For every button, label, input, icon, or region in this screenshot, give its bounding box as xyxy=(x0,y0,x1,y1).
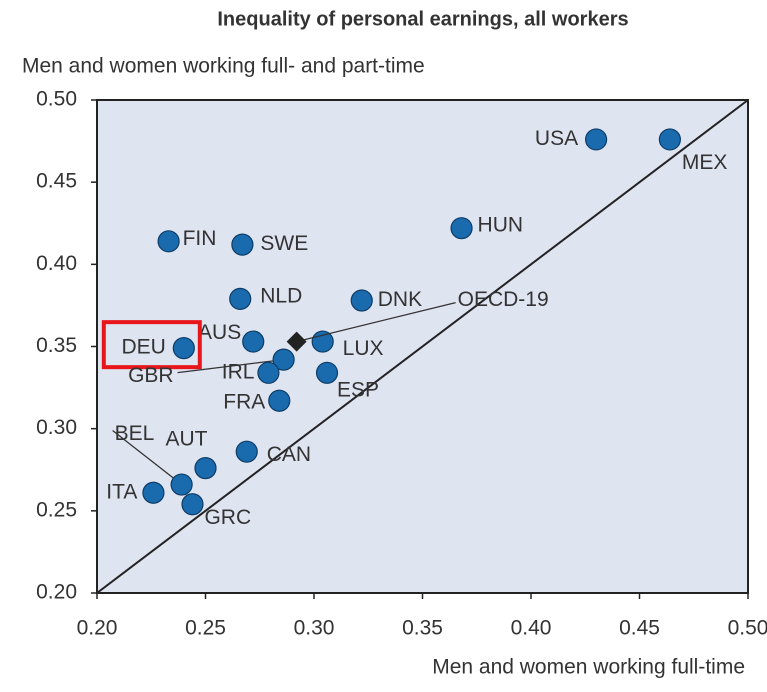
y-tick-label: 0.45 xyxy=(36,170,77,193)
marker xyxy=(658,128,681,151)
y-tick-label: 0.30 xyxy=(36,416,77,439)
point-label: HUN xyxy=(478,214,524,237)
y-tick-label: 0.20 xyxy=(36,581,77,604)
marker xyxy=(194,457,217,480)
point-label: SWE xyxy=(260,232,308,255)
y-tick-label: 0.50 xyxy=(36,88,77,111)
marker xyxy=(235,440,258,463)
marker xyxy=(157,230,180,253)
point-label: MEX xyxy=(682,151,728,174)
point-label: FRA xyxy=(223,390,265,413)
x-tick-label: 0.40 xyxy=(511,617,552,640)
point-label: AUS xyxy=(198,321,241,344)
highlight-box xyxy=(101,320,202,370)
point-label: ITA xyxy=(106,480,137,503)
marker xyxy=(268,389,291,412)
marker xyxy=(170,473,193,496)
point-label: IRL xyxy=(222,360,255,383)
y-tick-label: 0.40 xyxy=(36,252,77,275)
point-label: GBR xyxy=(128,364,174,387)
y-axis-label: Men and women working full- and part-tim… xyxy=(22,55,425,78)
leader-line xyxy=(177,359,284,374)
leader-line xyxy=(296,301,456,343)
point-label: LUX xyxy=(343,337,384,360)
y-tick-label: 0.25 xyxy=(36,498,77,521)
point-label: AUT xyxy=(166,428,208,451)
marker xyxy=(450,217,473,240)
marker xyxy=(311,330,334,353)
marker xyxy=(286,331,307,352)
marker xyxy=(231,233,254,256)
marker xyxy=(257,361,280,384)
point-label: CAN xyxy=(267,443,311,466)
x-axis-label: Men and women working full-time xyxy=(432,656,745,679)
marker xyxy=(229,287,252,310)
x-tick-label: 0.20 xyxy=(77,617,118,640)
leader-line xyxy=(112,430,183,486)
y-tick-label: 0.35 xyxy=(36,334,77,357)
marker xyxy=(181,493,204,516)
diagonal xyxy=(96,99,749,594)
point-label: DNK xyxy=(378,288,422,311)
marker xyxy=(242,330,265,353)
point-label: USA xyxy=(535,127,578,150)
x-tick-label: 0.25 xyxy=(185,617,226,640)
x-tick-label: 0.50 xyxy=(728,617,767,640)
point-label: DEU xyxy=(121,336,165,359)
chart-title: Inequality of personal earnings, all wor… xyxy=(217,8,628,30)
point-label: ESP xyxy=(337,378,379,401)
marker xyxy=(172,337,195,360)
x-tick-label: 0.30 xyxy=(294,617,335,640)
marker xyxy=(142,481,165,504)
marker xyxy=(272,348,295,371)
marker xyxy=(584,128,608,151)
point-label: NLD xyxy=(260,284,302,307)
point-label: GRC xyxy=(204,506,251,529)
marker xyxy=(315,361,339,384)
marker xyxy=(350,289,373,312)
x-tick-label: 0.45 xyxy=(619,617,660,640)
x-tick-label: 0.35 xyxy=(402,617,443,640)
point-label: FIN xyxy=(183,227,217,250)
point-label: OECD-19 xyxy=(458,288,549,311)
point-label: BEL xyxy=(115,422,155,445)
